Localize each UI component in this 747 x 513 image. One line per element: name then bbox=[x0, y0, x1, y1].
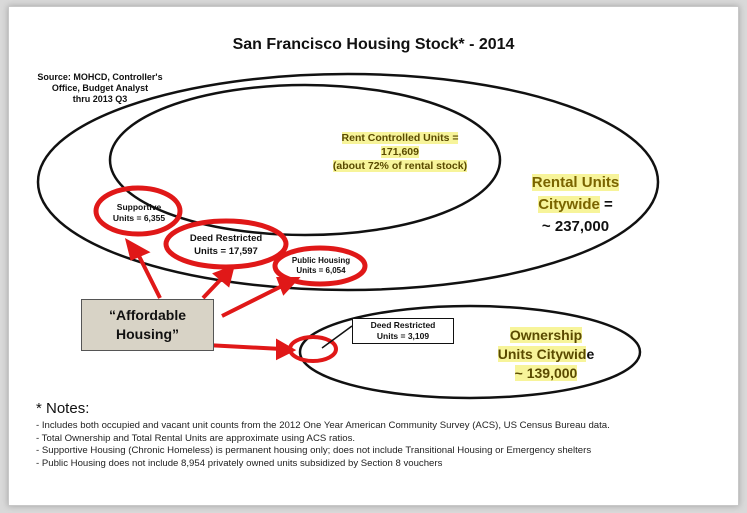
deed-rental-line1: Deed Restricted bbox=[189, 233, 263, 244]
affordable-line2: Housing” bbox=[116, 326, 179, 342]
deed-own-line1: Deed Restricted bbox=[370, 320, 436, 330]
public-housing-red-circle bbox=[272, 245, 368, 287]
notes-list: - Includes both occupied and vacant unit… bbox=[36, 420, 736, 470]
source-note: Source: MOHCD, Controller's Office, Budg… bbox=[36, 72, 164, 105]
note-item: - Public Housing does not include 8,954 … bbox=[36, 457, 443, 469]
deed-pointer-line bbox=[321, 325, 353, 349]
ownership-line2: Units Citywid bbox=[497, 346, 587, 362]
rental-units-label: Rental Units Citywide = ~ 237,000 bbox=[508, 172, 643, 238]
rental-units-ellipse bbox=[36, 72, 660, 292]
source-line: Source: MOHCD, Controller's bbox=[37, 72, 163, 82]
notes-heading: * Notes: bbox=[36, 400, 90, 417]
deed-restricted-red-circle bbox=[163, 218, 289, 270]
public-line2: Units = 6,054 bbox=[296, 266, 346, 275]
rent-controlled-count: 171,609 bbox=[381, 146, 419, 158]
rental-units-line2: Citywide bbox=[538, 196, 600, 213]
note-item: - Supportive Housing (Chronic Homeless) … bbox=[36, 445, 592, 456]
public-housing-label: Public Housing Units = 6,054 bbox=[282, 256, 360, 276]
supportive-red-circle bbox=[93, 185, 183, 237]
supportive-line1: Supportive bbox=[116, 202, 162, 212]
note-item: - Total Ownership and Total Rental Units… bbox=[36, 432, 356, 444]
source-line: thru 2013 Q3 bbox=[72, 94, 128, 104]
rent-controlled-label: Rent Controlled Units = 171,609 (about 7… bbox=[305, 131, 495, 173]
affordable-line1: “Affordable bbox=[109, 307, 186, 323]
deed-restricted-rental-label: Deed Restricted Units = 17,597 bbox=[172, 232, 280, 258]
supportive-line2: Units = 6,355 bbox=[112, 213, 166, 223]
rental-units-eq: = bbox=[599, 196, 613, 213]
rental-units-line1: Rental Units bbox=[531, 174, 620, 191]
supportive-units-label: Supportive Units = 6,355 bbox=[102, 202, 176, 224]
rent-controlled-line: Rent Controlled Units = bbox=[341, 132, 459, 144]
note-item: - Includes both occupied and vacant unit… bbox=[36, 420, 610, 431]
ownership-line1: Ownership bbox=[509, 327, 583, 343]
deed-own-line2: Units = 3,109 bbox=[376, 331, 430, 341]
ownership-units-label: Ownership Units Citywide ~ 139,000 bbox=[476, 326, 616, 383]
rental-units-count: ~ 237,000 bbox=[541, 218, 610, 235]
affordable-housing-box: “Affordable Housing” bbox=[81, 299, 214, 351]
ownership-deed-red-circle bbox=[288, 335, 338, 363]
ownership-ellipse bbox=[298, 304, 642, 400]
deed-restricted-ownership-box: Deed Restricted Units = 3,109 bbox=[352, 318, 454, 344]
public-line1: Public Housing bbox=[291, 256, 351, 265]
deed-rental-line2: Units = 17,597 bbox=[194, 246, 258, 257]
rent-controlled-ellipse bbox=[108, 83, 502, 237]
rent-controlled-share: (about 72% of rental stock) bbox=[332, 160, 468, 172]
diagram-title: San Francisco Housing Stock* - 2014 bbox=[232, 36, 515, 53]
ownership-count: ~ 139,000 bbox=[514, 365, 578, 381]
red-arrows bbox=[124, 238, 301, 361]
ownership-line2-end: e bbox=[586, 346, 595, 362]
source-line: Office, Budget Analyst bbox=[51, 83, 149, 93]
